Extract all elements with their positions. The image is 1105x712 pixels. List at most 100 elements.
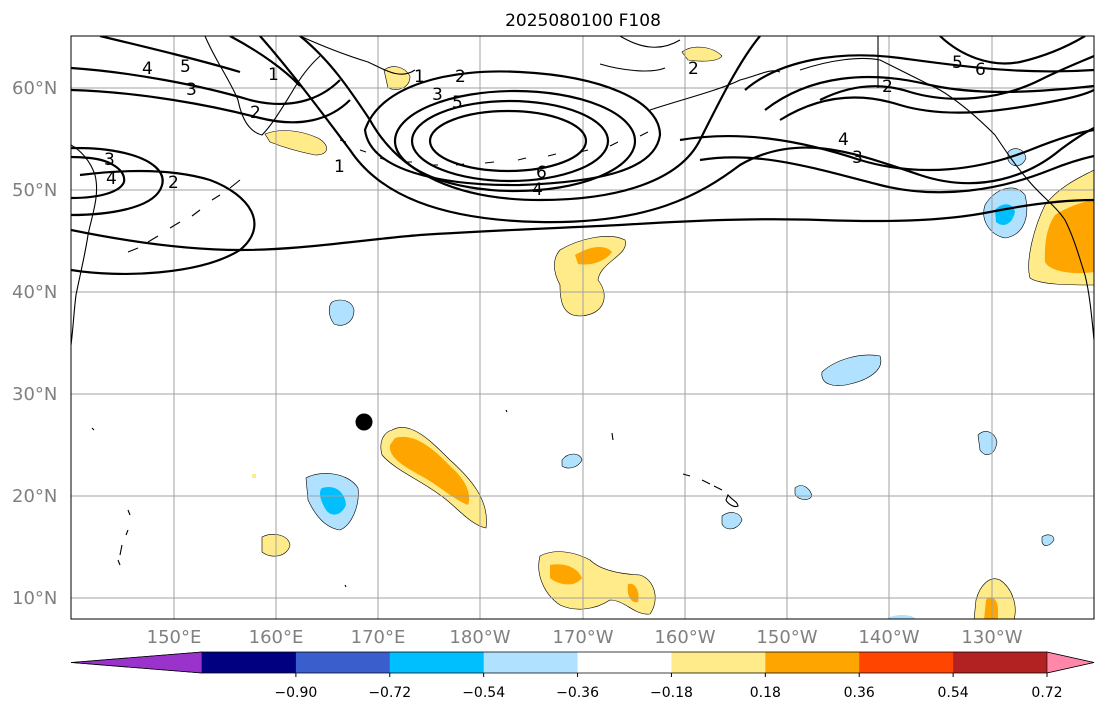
- contour-label: 1: [334, 157, 345, 177]
- hawaii-islands: [682, 473, 739, 508]
- positive-anomaly-area: [252, 474, 256, 478]
- colorbar-segment: [389, 652, 485, 673]
- lat-label: 30°N: [12, 384, 57, 405]
- positive-anomaly-area: [973, 578, 1016, 619]
- map-title: 2025080100 F108: [505, 11, 661, 31]
- contour-label: 1: [268, 65, 279, 85]
- colorbar-tick-label: −0.36: [556, 685, 599, 701]
- colorbar-segment: [953, 652, 1048, 673]
- colorbar-segment: [859, 652, 954, 673]
- colorbar-segment: [295, 652, 391, 673]
- contour-4: [393, 89, 637, 193]
- contour-ne-4: [779, 89, 1094, 121]
- positive-anomaly-area: [681, 46, 723, 62]
- contour-label: 5: [452, 93, 463, 113]
- kamchatka-coastline: [204, 36, 321, 136]
- contour-label: 3: [852, 148, 863, 168]
- lon-label: 150°W: [756, 627, 817, 648]
- colorbar-segment: [483, 652, 579, 673]
- negative-anomaly-area: [561, 453, 583, 469]
- north-america-west-coast: [994, 134, 1094, 341]
- contour-label: 1: [414, 67, 425, 87]
- colorbar-extend-low: [70, 651, 203, 674]
- kuril-islands: [127, 179, 241, 253]
- contour-label: 2: [168, 173, 179, 193]
- contour-west-2: [71, 170, 256, 276]
- contour-3: [363, 70, 662, 187]
- contour-label: 2: [882, 77, 893, 97]
- lat-label: 40°N: [12, 282, 57, 303]
- colorbar-tick-label: −0.54: [462, 685, 505, 701]
- contour-ne-2: [744, 54, 1094, 91]
- negative-anomaly-area: [888, 615, 915, 619]
- anomaly-shading: [252, 46, 1094, 619]
- positive-anomaly-area: [264, 130, 327, 156]
- contour-ne-outer2: [679, 128, 1094, 172]
- negative-anomaly-core: [319, 486, 346, 515]
- contour-label: 3: [432, 85, 443, 105]
- coastlines: [71, 36, 1094, 588]
- colorbar-tick-label: −0.72: [368, 685, 411, 701]
- contour-west-3: [71, 146, 164, 217]
- colorbar-segment: [765, 652, 860, 673]
- contour-nw-c: [99, 36, 301, 87]
- map-frame: [70, 35, 1095, 620]
- lat-label: 10°N: [12, 588, 57, 609]
- lat-label: 60°N: [12, 78, 57, 99]
- colorbar-segment: [577, 652, 672, 673]
- positive-anomaly-core: [984, 597, 998, 619]
- contour-label: 4: [142, 59, 153, 79]
- colorbar-tick-label: −0.18: [650, 685, 693, 701]
- contour-label: 5: [180, 57, 191, 77]
- colorbar: −0.90 −0.72 −0.54 −0.36 −0.18 0.18 0.36 0.54 0.7…: [70, 651, 1095, 701]
- contour-west-4: [71, 155, 126, 200]
- contour-ne-5: [819, 54, 1094, 101]
- lat-label: 20°N: [12, 486, 57, 507]
- colorbar-tick-label: −0.90: [274, 685, 317, 701]
- contour-label: 3: [186, 80, 197, 100]
- lon-label: 160°W: [654, 627, 715, 648]
- contour-label-group: 5 4 3 2 1 2 3 5 6 4 3 4 2 1 2 1 2 3 4 5 …: [104, 53, 986, 200]
- contour-label: 4: [106, 169, 117, 189]
- small-islands: [91, 409, 614, 588]
- contour-nw-b: [71, 88, 351, 124]
- contour-2: [299, 36, 761, 202]
- chukotka-coastline: [299, 36, 416, 75]
- colorbar-outline: [70, 651, 1095, 674]
- graticule: [71, 36, 1094, 619]
- contour-lines: [71, 36, 1094, 276]
- negative-anomaly-area: [821, 354, 882, 386]
- contour-ne-6: [939, 36, 1086, 65]
- lon-label: 140°W: [858, 627, 919, 648]
- colorbar-tick-label: 0.72: [1031, 685, 1062, 701]
- lon-label: 180°W: [449, 627, 510, 648]
- positive-anomaly-core: [389, 436, 470, 505]
- contour-ne-outer: [699, 154, 1094, 194]
- lon-label: 130°W: [961, 627, 1022, 648]
- contour-1: [259, 36, 1094, 224]
- lon-label: 170°W: [552, 627, 613, 648]
- asia-coastline: [71, 144, 98, 346]
- contour-label: 2: [688, 59, 699, 79]
- latitude-labels: 60°N 50°N 40°N 30°N 20°N 10°N: [12, 78, 57, 609]
- contour-label: 2: [250, 103, 261, 123]
- negative-anomaly-area: [1041, 534, 1055, 546]
- contour-nw-a: [71, 66, 341, 106]
- lon-label: 170°E: [351, 627, 406, 648]
- longitude-labels: 150°E 160°E 170°E 180°W 170°W 160°W 150°…: [147, 627, 1023, 648]
- negative-anomaly-area: [721, 512, 743, 530]
- contour-label: 3: [104, 150, 115, 170]
- contour-6: [428, 109, 588, 173]
- lon-label: 160°E: [249, 627, 304, 648]
- positive-anomaly-core: [1044, 200, 1094, 274]
- positive-anomaly-core: [575, 246, 612, 265]
- negative-anomaly-area: [328, 299, 355, 326]
- colorbar-tick-label: 0.36: [844, 685, 875, 701]
- lon-label: 150°E: [147, 627, 202, 648]
- colorbar-segment: [202, 652, 297, 673]
- contour-label: 4: [532, 180, 543, 200]
- colorbar-segment: [671, 652, 766, 673]
- alaska-coastline: [599, 36, 996, 136]
- colorbar-extend-high: [1046, 651, 1095, 674]
